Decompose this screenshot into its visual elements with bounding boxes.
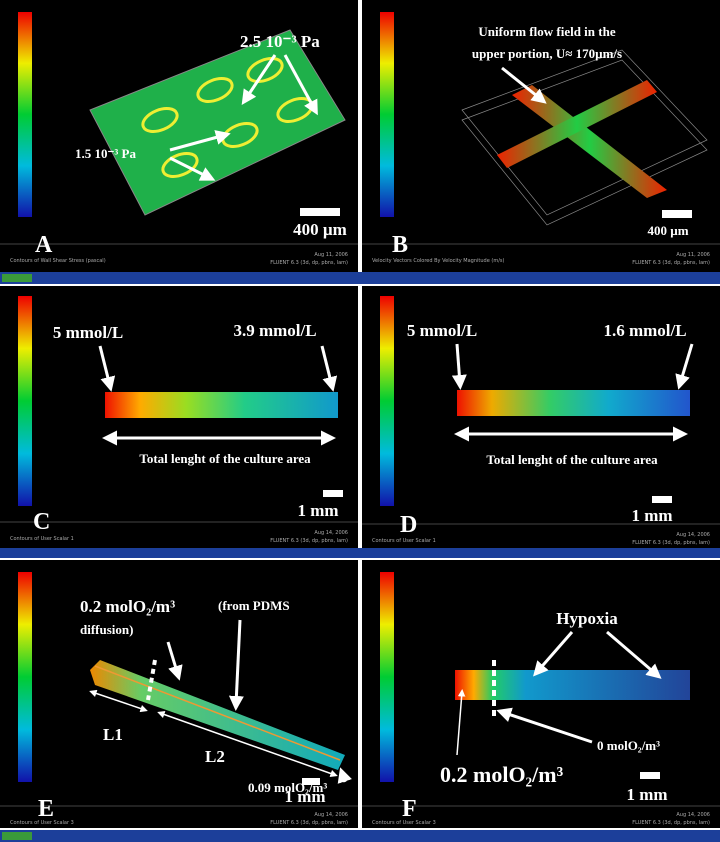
footer-solver: FLUENT 6.3 (3d, dp, pbns, lam): [270, 820, 348, 826]
footer-date: Aug 14, 2006: [676, 532, 710, 538]
scale-label: 400 µm: [293, 220, 347, 239]
annotation: 3.9 mmol/L: [233, 321, 316, 340]
colorbar: [380, 296, 394, 506]
scale-bar: [652, 496, 672, 503]
scale-label: 1 mm: [297, 501, 338, 520]
annotation: L2: [205, 747, 225, 766]
start-button: [2, 832, 32, 840]
footer-text: Contours of User Scalar 1: [372, 538, 436, 544]
annotation: 5 mmol/L: [407, 321, 477, 340]
taskbar: [0, 548, 720, 558]
colorbar: [380, 12, 394, 217]
footer-solver: FLUENT 6.3 (3d, dp, pbns, lam): [270, 538, 348, 544]
panel-b: Uniform flow field in the upper portion,…: [362, 0, 720, 272]
footer-text: Contours of User Scalar 3: [10, 820, 74, 826]
colorbar: [380, 572, 394, 782]
panel-d: 5 mmol/L 1.6 mmol/L Total lenght of the …: [362, 286, 720, 548]
panel-letter: B: [392, 232, 408, 258]
panel-letter: D: [400, 512, 417, 538]
start-button: [2, 274, 32, 282]
scale-label: 1 mm: [631, 506, 672, 525]
footer-solver: FLUENT 6.3 (3d, dp, pbns, lam): [632, 540, 710, 546]
panel-letter: E: [38, 796, 54, 822]
panel-letter: A: [35, 232, 53, 258]
annotation: Total lenght of the culture area: [486, 452, 658, 467]
footer-date: Aug 14, 2006: [314, 530, 348, 536]
scale-label: 400 µm: [647, 223, 688, 238]
annotation: upper portion, U≈ 170µm/s: [472, 46, 622, 61]
footer-text: Contours of User Scalar 1: [10, 536, 74, 542]
annotation: Total lenght of the culture area: [139, 451, 311, 466]
annotation: 1.6 mmol/L: [603, 321, 686, 340]
annotation: (from PDMS: [218, 598, 290, 613]
panel-letter: C: [33, 509, 50, 535]
footer-date: Aug 11, 2006: [314, 252, 348, 258]
annotation: diffusion): [80, 622, 133, 637]
footer-date: Aug 11, 2006: [676, 252, 710, 258]
panel-a: 2.5 10⁻³ Pa 1.5 10⁻³ Pa 400 µm A Contour…: [0, 0, 358, 272]
footer-solver: FLUENT 6.3 (3d, dp, pbns, lam): [632, 820, 710, 826]
scale-bar: [662, 210, 692, 218]
annotation: 0 molO₂/m³: [597, 738, 660, 753]
colorbar: [18, 296, 32, 506]
culture-channel: [457, 390, 690, 416]
footer-date: Aug 14, 2006: [676, 812, 710, 818]
figure: 2.5 10⁻³ Pa 1.5 10⁻³ Pa 400 µm A Contour…: [0, 0, 720, 842]
culture-channel: [105, 392, 338, 418]
colorbar: [18, 572, 32, 782]
scale-label: 1 mm: [284, 787, 325, 806]
annotation: Hypoxia: [556, 609, 618, 628]
taskbar: [0, 272, 720, 284]
panel-f: Hypoxia 0.2 molO₂/m³ 0 molO₂/m³ 1 mm F C…: [362, 560, 720, 828]
panel-letter: F: [402, 796, 417, 822]
scale-bar: [640, 772, 660, 779]
annotation: 0.2 molO₂/m³: [80, 597, 175, 616]
footer-text: Contours of Wall Shear Stress (pascal): [10, 258, 106, 264]
scale-label: 1 mm: [626, 785, 667, 804]
scale-bar: [323, 490, 343, 497]
footer-solver: FLUENT 6.3 (3d, dp, pbns, lam): [270, 260, 348, 266]
annotation: 0.2 molO₂/m³: [440, 762, 564, 787]
footer-date: Aug 14, 2006: [314, 812, 348, 818]
footer-solver: FLUENT 6.3 (3d, dp, pbns, lam): [632, 260, 710, 266]
footer-text: Contours of User Scalar 3: [372, 820, 436, 826]
footer-text: Velocity Vectors Colored By Velocity Mag…: [372, 258, 504, 264]
annotation: 1.5 10⁻³ Pa: [75, 146, 136, 161]
annotation: 2.5 10⁻³ Pa: [240, 32, 320, 51]
annotation: 5 mmol/L: [53, 323, 123, 342]
taskbar: [0, 830, 720, 842]
colorbar: [18, 12, 32, 217]
annotation: Uniform flow field in the: [478, 24, 615, 39]
annotation: L1: [103, 725, 123, 744]
panel-e: 0.2 molO₂/m³ (from PDMS diffusion) L1 L2…: [0, 560, 358, 828]
scale-bar: [300, 208, 340, 216]
scale-bar: [302, 778, 320, 785]
panel-c: 5 mmol/L 3.9 mmol/L Total lenght of the …: [0, 286, 358, 548]
